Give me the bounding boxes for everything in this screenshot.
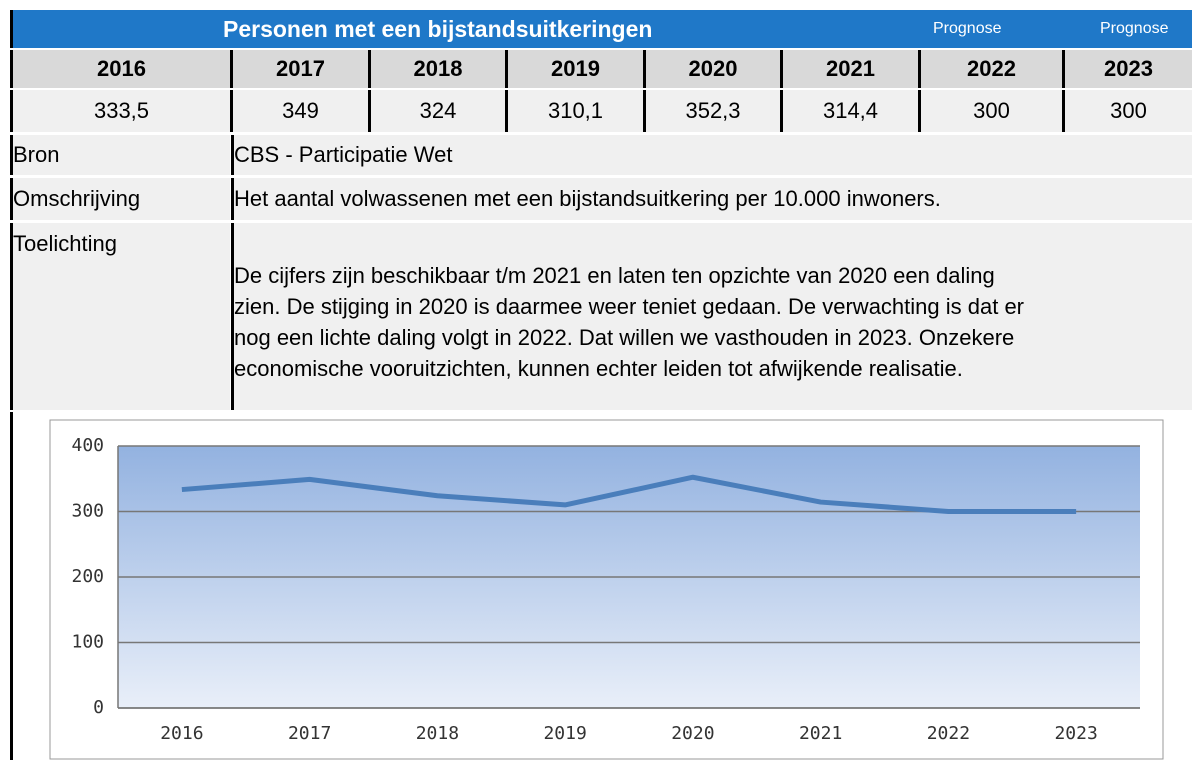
text-line: nog een lichte daling volgt in 2022. Dat… [234, 324, 1015, 350]
text-line: De cijfers zijn beschikbaar t/m 2021 en … [234, 262, 995, 288]
year-header: 2023 [1062, 50, 1192, 88]
x-tick-label: 2016 [160, 723, 203, 744]
cell: Toelichting [13, 231, 117, 256]
row-label: Toelichting [10, 223, 230, 410]
year-value: 352,3 [643, 90, 780, 132]
year-header: 2022 [918, 50, 1062, 88]
title: Personen met een bijstandsuitkeringen [223, 15, 653, 42]
year-header: 2019 [505, 50, 643, 88]
x-tick-label: 2020 [671, 723, 714, 744]
cell: CBS - Participatie Wet [234, 142, 453, 167]
year-header: 2020 [643, 50, 780, 88]
y-tick-label: 400 [71, 435, 104, 456]
x-tick-label: 2022 [927, 723, 970, 744]
y-tick-label: 300 [71, 501, 104, 522]
row-value: CBS - Participatie Wet [231, 135, 1192, 175]
row-value: Het aantal volwassenen met een bijstands… [231, 178, 1192, 220]
year-value: 300 [1062, 90, 1192, 132]
cell: Bron [13, 142, 60, 167]
y-tick-label: 0 [93, 697, 104, 718]
x-tick-label: 2019 [543, 723, 586, 744]
year-value: 349 [230, 90, 368, 132]
year-value: 333,5 [10, 90, 230, 132]
row-label: Bron [10, 135, 230, 175]
y-tick-label: 200 [71, 566, 104, 587]
x-tick-label: 2023 [1054, 723, 1097, 744]
year-header: 2021 [780, 50, 918, 88]
year-value: 310,1 [505, 90, 643, 132]
text-line: economische vooruitzichten, kunnen echte… [234, 355, 963, 381]
year-header: 2017 [230, 50, 368, 88]
cell: Omschrijving [13, 186, 141, 211]
year-value: 314,4 [780, 90, 918, 132]
year-value: 300 [918, 90, 1062, 132]
year-value: 324 [368, 90, 505, 132]
text-line: zien. De stijging in 2020 is daarmee wee… [234, 293, 1025, 319]
x-tick-label: 2018 [416, 723, 459, 744]
row-value: De cijfers zijn beschikbaar t/m 2021 en … [231, 223, 1192, 410]
x-tick-label: 2017 [288, 723, 331, 744]
cell: Het aantal volwassenen met een bijstands… [234, 186, 941, 211]
forecast-note: Prognose [1100, 20, 1169, 37]
year-header: 2016 [10, 50, 230, 88]
x-tick-label: 2021 [799, 723, 842, 744]
row-label: Omschrijving [10, 178, 230, 220]
y-tick-label: 100 [71, 632, 104, 653]
year-header: 2018 [368, 50, 505, 88]
forecast-note: Prognose [933, 20, 1002, 37]
line [181, 474, 1077, 514]
title-bar: Personen met een bijstandsuitkeringen Pr… [10, 10, 1192, 48]
